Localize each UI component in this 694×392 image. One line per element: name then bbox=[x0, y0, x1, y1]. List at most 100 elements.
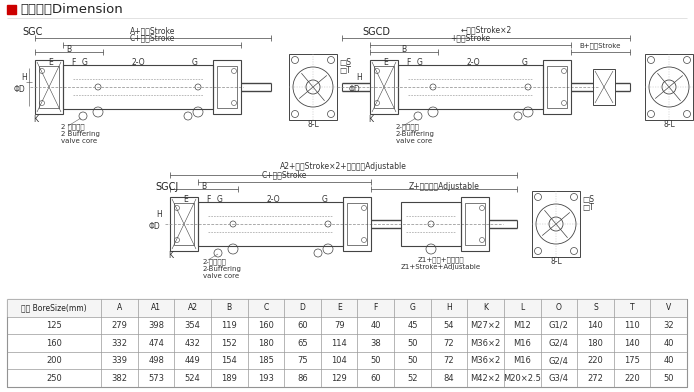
Bar bbox=[547, 66, 567, 108]
Text: B: B bbox=[67, 45, 71, 53]
Text: 72: 72 bbox=[443, 356, 455, 365]
Text: C+行程Stroke: C+行程Stroke bbox=[129, 33, 175, 42]
Text: 354: 354 bbox=[185, 321, 201, 330]
Text: S: S bbox=[593, 303, 598, 312]
Text: 79: 79 bbox=[334, 321, 344, 330]
Text: G: G bbox=[522, 58, 528, 67]
Text: M20×2.5: M20×2.5 bbox=[503, 374, 541, 383]
Bar bbox=[401, 202, 461, 246]
Text: 8-L: 8-L bbox=[307, 120, 319, 129]
Text: H: H bbox=[22, 73, 27, 82]
Text: □S: □S bbox=[582, 194, 594, 203]
Text: 84: 84 bbox=[443, 374, 455, 383]
Bar bbox=[289, 54, 337, 120]
Text: 474: 474 bbox=[148, 339, 164, 347]
Text: B+行程Stroke: B+行程Stroke bbox=[579, 42, 621, 49]
Text: 449: 449 bbox=[185, 356, 201, 365]
Text: 154: 154 bbox=[221, 356, 237, 365]
Bar bbox=[35, 60, 63, 114]
Text: 220: 220 bbox=[624, 374, 640, 383]
Text: 2-O: 2-O bbox=[131, 58, 145, 67]
Text: 382: 382 bbox=[112, 374, 128, 383]
Text: SGCJ: SGCJ bbox=[155, 182, 178, 192]
Text: 398: 398 bbox=[148, 321, 164, 330]
Text: 125: 125 bbox=[46, 321, 62, 330]
Text: D: D bbox=[300, 303, 305, 312]
Bar bbox=[532, 191, 580, 257]
Text: 339: 339 bbox=[112, 356, 128, 365]
Text: 140: 140 bbox=[624, 339, 640, 347]
Text: A1: A1 bbox=[151, 303, 161, 312]
Text: Z1+行程+可调行程: Z1+行程+可调行程 bbox=[418, 257, 464, 263]
Text: Z1+Stroke+Adjustable: Z1+Stroke+Adjustable bbox=[401, 264, 481, 270]
Text: 185: 185 bbox=[258, 356, 274, 365]
Text: 2-Buffering: 2-Buffering bbox=[203, 266, 242, 272]
Text: 2-缓冲阀芯: 2-缓冲阀芯 bbox=[203, 259, 227, 265]
Text: 32: 32 bbox=[663, 321, 674, 330]
Text: 40: 40 bbox=[371, 321, 381, 330]
Bar bbox=[398, 65, 543, 109]
Text: 缸径 BoreSize(mm): 缸径 BoreSize(mm) bbox=[22, 303, 87, 312]
Text: 152: 152 bbox=[221, 339, 237, 347]
Text: H: H bbox=[156, 209, 162, 218]
Text: 200: 200 bbox=[46, 356, 62, 365]
Text: 60: 60 bbox=[297, 321, 308, 330]
Text: E: E bbox=[184, 194, 188, 203]
Text: G: G bbox=[192, 58, 198, 67]
Text: 40: 40 bbox=[663, 339, 674, 347]
Text: 432: 432 bbox=[185, 339, 201, 347]
Bar bbox=[347, 203, 367, 245]
Bar bbox=[198, 202, 343, 246]
Text: M12: M12 bbox=[514, 321, 531, 330]
Text: 50: 50 bbox=[371, 356, 381, 365]
Text: G2/4: G2/4 bbox=[549, 339, 569, 347]
Text: 160: 160 bbox=[258, 321, 274, 330]
Text: valve core: valve core bbox=[396, 138, 432, 144]
Text: 250: 250 bbox=[46, 374, 62, 383]
Text: 50: 50 bbox=[407, 356, 418, 365]
Text: 2-O: 2-O bbox=[266, 194, 280, 203]
Text: 50: 50 bbox=[663, 374, 674, 383]
Text: 8-L: 8-L bbox=[663, 120, 675, 129]
Bar bbox=[465, 203, 485, 245]
Text: 40: 40 bbox=[663, 356, 674, 365]
Text: M36×2: M36×2 bbox=[471, 339, 501, 347]
Text: B: B bbox=[401, 45, 407, 53]
Text: 114: 114 bbox=[331, 339, 347, 347]
Bar bbox=[213, 60, 241, 114]
Text: valve core: valve core bbox=[61, 138, 97, 144]
Text: C: C bbox=[263, 303, 269, 312]
Bar bbox=[217, 66, 237, 108]
Text: 180: 180 bbox=[588, 339, 603, 347]
Text: M16: M16 bbox=[514, 356, 531, 365]
Text: E: E bbox=[49, 58, 53, 67]
Text: G: G bbox=[322, 194, 328, 203]
Bar bbox=[174, 203, 194, 245]
Bar bbox=[7, 299, 687, 317]
Text: G2/4: G2/4 bbox=[549, 356, 569, 365]
Text: SGC: SGC bbox=[22, 27, 42, 37]
Text: G: G bbox=[217, 194, 223, 203]
Text: □T: □T bbox=[339, 65, 351, 74]
Text: A2+行程Stroke×2+可调行程Adjustable: A2+行程Stroke×2+可调行程Adjustable bbox=[280, 162, 407, 171]
Text: A+行程Stroke: A+行程Stroke bbox=[130, 26, 176, 35]
Text: 50: 50 bbox=[407, 339, 418, 347]
Text: E: E bbox=[337, 303, 341, 312]
Text: K: K bbox=[33, 114, 38, 123]
Text: 52: 52 bbox=[407, 374, 418, 383]
Text: 2 Buffering: 2 Buffering bbox=[61, 131, 100, 137]
Text: ←行程Stroke×2: ←行程Stroke×2 bbox=[460, 25, 511, 34]
Text: B: B bbox=[201, 181, 207, 191]
Text: 2 缓冲阀芯: 2 缓冲阀芯 bbox=[61, 124, 85, 130]
Text: 2-O: 2-O bbox=[466, 58, 480, 67]
Text: 189: 189 bbox=[221, 374, 237, 383]
Text: F: F bbox=[206, 194, 210, 203]
Text: M27×2: M27×2 bbox=[471, 321, 500, 330]
Text: 2-Buffering: 2-Buffering bbox=[396, 131, 435, 137]
Bar bbox=[7, 5, 16, 14]
Text: C+行程Stroke: C+行程Stroke bbox=[262, 170, 307, 179]
Bar bbox=[370, 60, 398, 114]
Text: 65: 65 bbox=[297, 339, 308, 347]
Text: V: V bbox=[666, 303, 671, 312]
Bar bbox=[593, 69, 615, 105]
